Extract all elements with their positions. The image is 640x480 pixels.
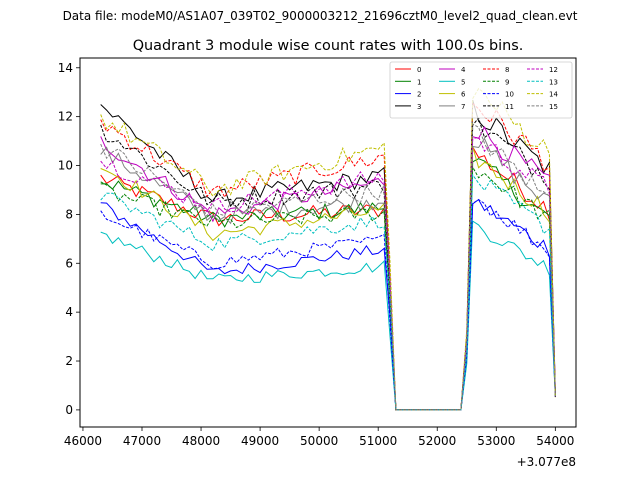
legend-label-10: 10 — [505, 91, 514, 99]
series-line-1 — [100, 158, 556, 411]
legend-label-8: 8 — [505, 66, 509, 74]
legend-label-5: 5 — [461, 78, 465, 86]
y-tick-label: 12 — [58, 110, 73, 124]
legend-label-3: 3 — [417, 103, 421, 111]
figure-suptitle: Data file: modeM0/AS1A07_039T02_90000032… — [63, 9, 578, 23]
series-line-13 — [100, 173, 556, 411]
axes-frame — [79, 57, 577, 428]
x-axis-offset-label: +3.077e8 — [517, 455, 576, 469]
legend-label-14: 14 — [549, 91, 558, 99]
x-tick-label: 47000 — [123, 434, 161, 448]
legend-label-6: 6 — [461, 91, 466, 99]
series-line-4 — [100, 125, 556, 411]
x-axis-ticks: 46000 47000 48000 49000 50000 51000 52000 53000… — [64, 427, 574, 448]
series-line-6 — [100, 146, 556, 411]
series-line-15 — [100, 123, 556, 411]
x-tick-label: 50000 — [300, 434, 338, 448]
legend-box — [389, 61, 573, 119]
y-tick-label: 10 — [58, 159, 73, 173]
x-tick-label: 54000 — [536, 434, 574, 448]
chart-title: Quadrant 3 module wise count rates with … — [133, 38, 524, 54]
series-line-2 — [100, 198, 556, 411]
x-tick-label: 52000 — [418, 434, 456, 448]
y-tick-label: 6 — [65, 256, 73, 270]
plot-lines — [100, 87, 556, 411]
series-line-5 — [100, 220, 556, 411]
legend-label-4: 4 — [461, 66, 466, 74]
legend-label-13: 13 — [549, 78, 558, 86]
x-tick-label: 46000 — [64, 434, 102, 448]
series-line-11 — [100, 116, 556, 411]
x-tick-label: 49000 — [241, 434, 279, 448]
x-tick-label: 51000 — [359, 434, 397, 448]
legend-label-12: 12 — [549, 66, 558, 74]
legend-label-7: 7 — [461, 103, 465, 111]
legend-label-1: 1 — [417, 78, 421, 86]
x-tick-label: 48000 — [182, 434, 220, 448]
y-tick-label: 2 — [65, 354, 73, 368]
legend-label-15: 15 — [549, 103, 558, 111]
x-tick-label: 53000 — [477, 434, 515, 448]
y-tick-label: 8 — [65, 207, 73, 221]
legend-label-9: 9 — [505, 78, 509, 86]
legend-label-2: 2 — [417, 91, 421, 99]
y-tick-label: 14 — [58, 61, 73, 75]
legend-label-0: 0 — [417, 66, 421, 74]
series-line-10 — [100, 199, 556, 411]
y-axis-ticks: 0 2 4 6 8 10 12 14 — [58, 61, 80, 417]
series-line-3 — [100, 99, 556, 411]
legend-label-11: 11 — [505, 103, 514, 111]
series-line-7 — [100, 137, 556, 411]
y-tick-label: 0 — [65, 403, 73, 417]
series-line-0 — [100, 145, 556, 411]
series-line-9 — [100, 165, 556, 411]
series-line-14 — [100, 87, 556, 411]
series-line-12 — [100, 136, 556, 411]
y-tick-label: 4 — [65, 305, 73, 319]
